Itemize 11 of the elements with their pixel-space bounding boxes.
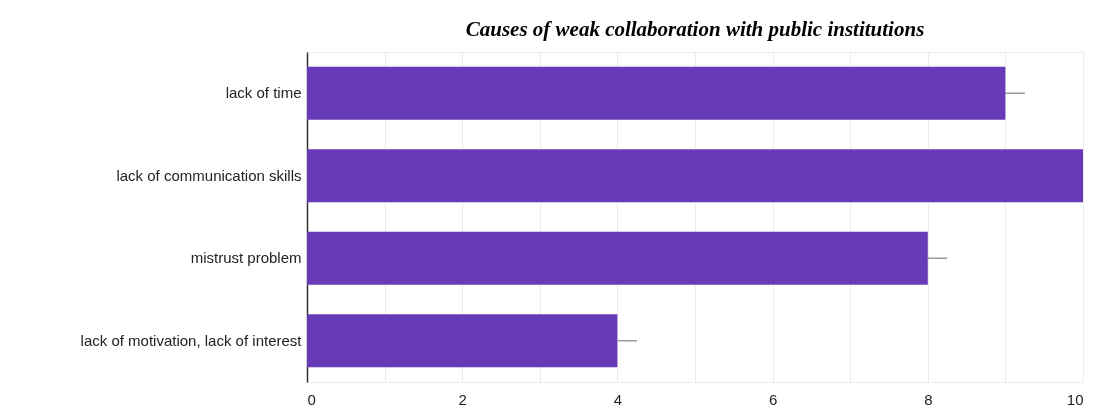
y-tick-label: lack of motivation, lack of interest xyxy=(80,331,303,349)
x-tick-label: 10 xyxy=(1066,390,1084,408)
x-tick-label: 8 xyxy=(924,390,933,408)
y-tick-label: lack of communication skills xyxy=(116,166,302,184)
y-tick-label: lack of time xyxy=(225,84,302,102)
x-tick-label: 0 xyxy=(307,390,316,408)
x-tick-label: 6 xyxy=(768,390,778,408)
y-tick-label: mistrust problem xyxy=(190,249,302,267)
chart-title: Causes of weak collaboration with public institutions xyxy=(465,17,925,41)
x-tick-label: 4 xyxy=(613,390,623,408)
x-tick-label: 2 xyxy=(458,390,467,408)
